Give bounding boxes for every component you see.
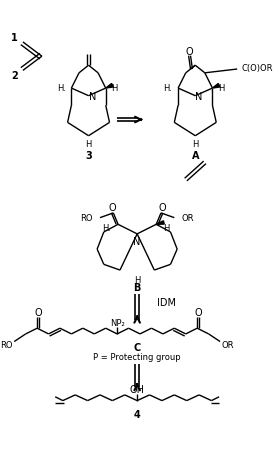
Text: RO: RO [0,340,13,349]
Text: OR: OR [221,340,234,349]
Text: H: H [163,223,169,232]
Text: N: N [89,92,96,101]
Text: H: H [218,83,225,93]
Text: OR: OR [182,214,194,223]
Text: IDM: IDM [157,298,176,308]
Polygon shape [156,221,164,225]
Text: B: B [133,282,141,293]
Text: 3: 3 [85,150,92,160]
Text: H.: H. [103,223,111,232]
Text: 2: 2 [11,70,18,81]
Text: H: H [85,139,92,149]
Text: H.: H. [163,83,172,93]
Text: 4: 4 [134,409,141,419]
Text: N: N [133,237,141,247]
Text: H: H [111,83,118,93]
Text: O: O [109,203,116,213]
Text: 1: 1 [11,32,18,43]
Text: H.: H. [57,83,66,93]
Text: O: O [194,307,202,317]
Text: N: N [195,92,203,101]
Polygon shape [212,84,220,89]
Text: H: H [134,275,140,284]
Text: A: A [192,150,199,160]
Text: O: O [34,307,42,317]
Text: RO: RO [80,214,92,223]
Text: H: H [192,139,198,149]
Text: C: C [133,343,141,352]
Text: NP₂: NP₂ [110,318,125,327]
Text: P = Protecting group: P = Protecting group [93,352,181,362]
Polygon shape [106,84,113,89]
Text: O: O [158,203,166,213]
Text: O: O [186,47,193,57]
Text: C(O)OR: C(O)OR [241,63,272,72]
Text: OH: OH [130,384,145,394]
